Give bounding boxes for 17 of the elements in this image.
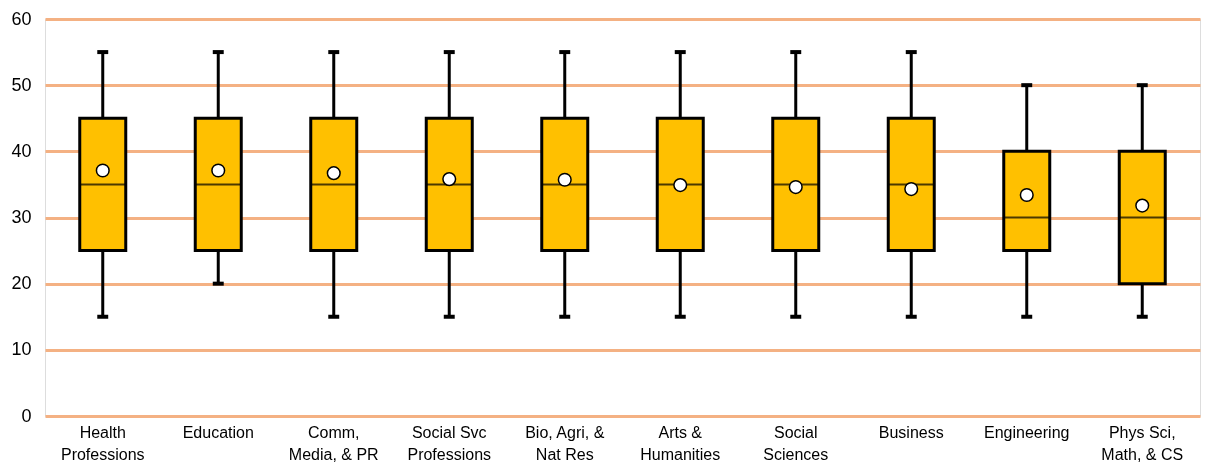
x-tick-label: Social Svc Professions <box>407 423 492 463</box>
x-tick-label: Business <box>878 423 944 441</box>
y-tick-label: 0 <box>21 405 32 426</box>
x-tick-label: Health Professions <box>60 423 145 463</box>
x-tick-label: Social Sciences <box>763 423 829 463</box>
y-tick-label: 50 <box>11 74 32 95</box>
x-tick-label: Comm, Media, & PR <box>288 423 379 463</box>
y-tick-label: 30 <box>11 207 32 227</box>
y-tick-label: 40 <box>11 140 32 161</box>
y-tick-label: 60 <box>11 8 32 29</box>
y-tick-label: 20 <box>11 273 32 294</box>
x-tick-label: Education <box>182 423 254 441</box>
x-tick-label: Arts & Humanities <box>640 423 721 463</box>
x-tick-label: Bio, Agri, & Nat Res <box>525 423 605 463</box>
x-tick-label: Phys Sci, Math, & CS <box>1101 423 1184 463</box>
x-tick-label: Engineering <box>984 423 1070 441</box>
y-tick-label: 10 <box>11 339 32 360</box>
